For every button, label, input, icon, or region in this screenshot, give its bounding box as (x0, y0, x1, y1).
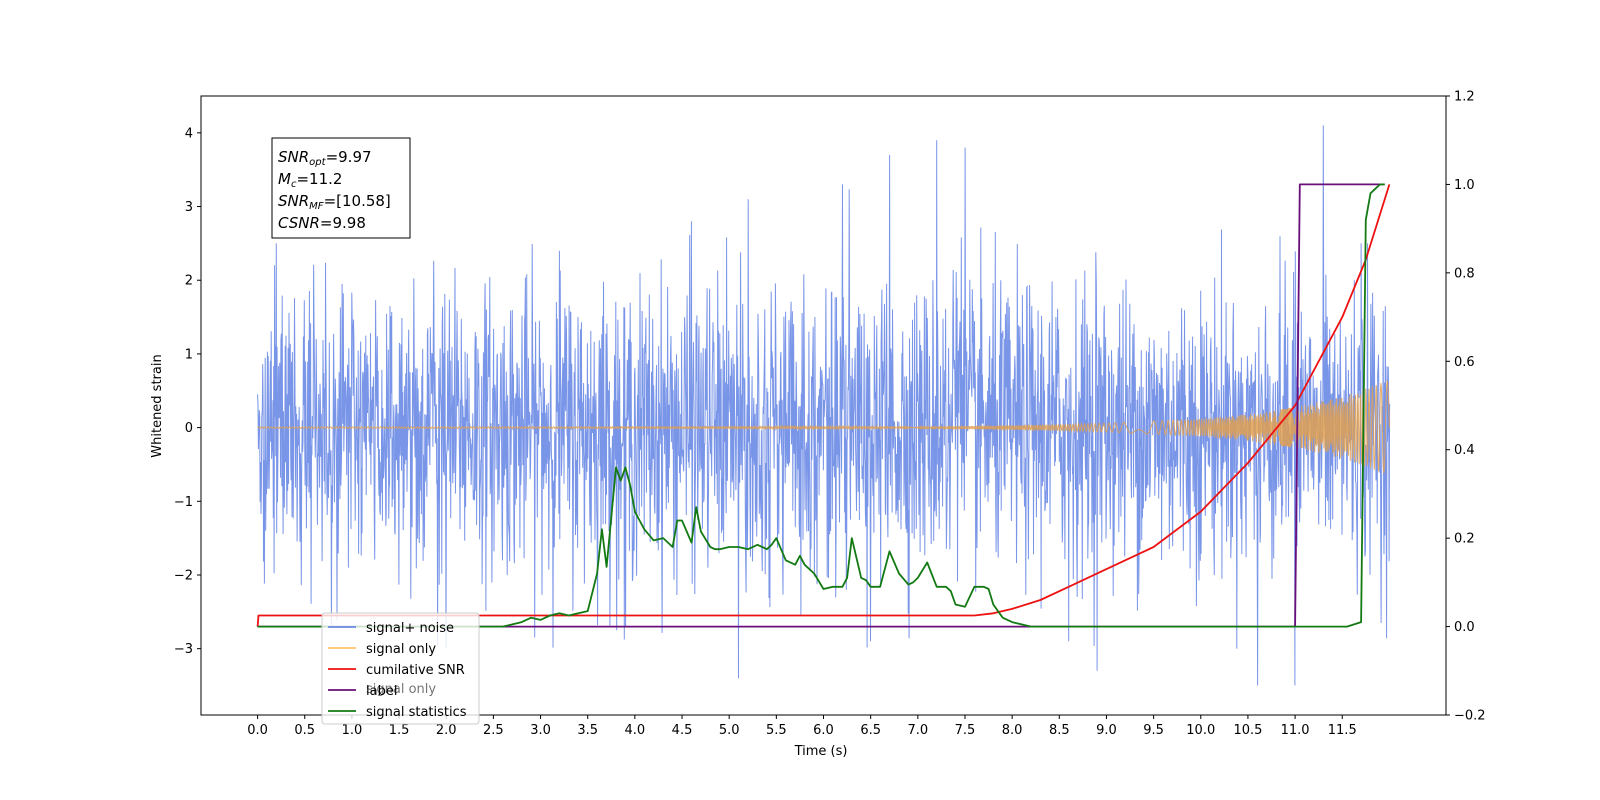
y-tick-label: 1 (185, 347, 193, 362)
x-tick-label: 0.5 (294, 723, 315, 738)
y-tick-label: 0 (185, 421, 193, 436)
x-tick-label: 3.0 (530, 723, 551, 738)
y2-tick-label: 0.4 (1454, 443, 1475, 458)
series-layer (256, 125, 1391, 686)
series-signal-plus-noise (257, 125, 1391, 686)
x-tick-label: 4.0 (625, 723, 646, 738)
y-tick-label: 2 (185, 274, 193, 289)
x-tick-label: 8.5 (1049, 723, 1070, 738)
legend-label: signal+ noise (366, 621, 454, 636)
legend-label: label (366, 684, 397, 699)
x-tick-label: 7.0 (907, 723, 928, 738)
x-tick-label: 11.0 (1281, 723, 1310, 738)
x-tick-label: 4.5 (672, 723, 693, 738)
y2-tick-label: 1.0 (1454, 178, 1475, 193)
x-tick-label: 0.0 (247, 723, 268, 738)
series-signal-statistics (257, 183, 1385, 628)
x-tick-label: 10.5 (1233, 723, 1262, 738)
annotation-line: CSNR=9.98 (278, 214, 366, 232)
y-axis-label: Whitened strain (150, 354, 165, 457)
x-tick-label: 10.0 (1186, 723, 1215, 738)
x-axis: 0.0 0.5 1.0 1.5 2.0 2.5 3.0 3.5 4.0 4.5 5.0 5.5 6.0 6… (247, 715, 1357, 738)
x-tick-label: 9.5 (1143, 723, 1164, 738)
x-tick-label: 1.0 (342, 723, 363, 738)
y-tick-label: −1 (174, 495, 193, 510)
y2-tick-label: 0.6 (1454, 355, 1475, 370)
x-tick-label: 1.5 (389, 723, 410, 738)
x-tick-label: 3.5 (577, 723, 598, 738)
x-tick-label: 8.0 (1002, 723, 1023, 738)
y-tick-label: −3 (174, 642, 193, 657)
legend: signal only signal+ noise signal only cumi… (321, 612, 480, 725)
y2-tick-label: 1.2 (1454, 90, 1475, 105)
legend-overlap-text: signal only (366, 682, 436, 697)
y-tick-label: 4 (185, 126, 193, 141)
x-tick-label: 2.5 (483, 723, 504, 738)
legend-label: cumilative SNR (366, 663, 465, 678)
annotation-line: SNRopt=9.97 (278, 148, 372, 168)
annotation-line: Mc=11.2 (278, 170, 342, 190)
x-tick-label: 7.5 (955, 723, 976, 738)
series-cumulative-snr (256, 184, 1391, 627)
x-tick-label: 5.5 (766, 723, 787, 738)
series-label (257, 183, 1385, 628)
x-tick-label: 9.0 (1096, 723, 1117, 738)
y-axis-right: 1.2 1.0 0.8 0.6 0.4 0.2 0.0 −0.2 (1446, 90, 1486, 724)
x-tick-label: 2.0 (436, 723, 457, 738)
x-tick-label: 11.5 (1328, 723, 1357, 738)
x-axis-label: Time (s) (794, 744, 848, 759)
x-tick-label: 5.0 (719, 723, 740, 738)
legend-label: signal statistics (366, 705, 467, 720)
y2-tick-label: 0.0 (1454, 620, 1475, 635)
legend-label: signal only (366, 642, 436, 657)
x-tick-label: 6.0 (813, 723, 834, 738)
annotation-line: SNRMF=[10.58] (278, 192, 391, 212)
x-tick-label: 6.5 (860, 723, 881, 738)
series-signal-only (257, 380, 1390, 474)
y-tick-label: −2 (174, 568, 193, 583)
y2-tick-label: 0.2 (1454, 532, 1475, 547)
y-tick-label: 3 (185, 200, 193, 215)
y2-tick-label: −0.2 (1454, 709, 1486, 724)
y-axis-left: 4 3 2 1 0 −1 −2 −3 (174, 126, 201, 657)
y2-tick-label: 0.8 (1454, 266, 1475, 281)
